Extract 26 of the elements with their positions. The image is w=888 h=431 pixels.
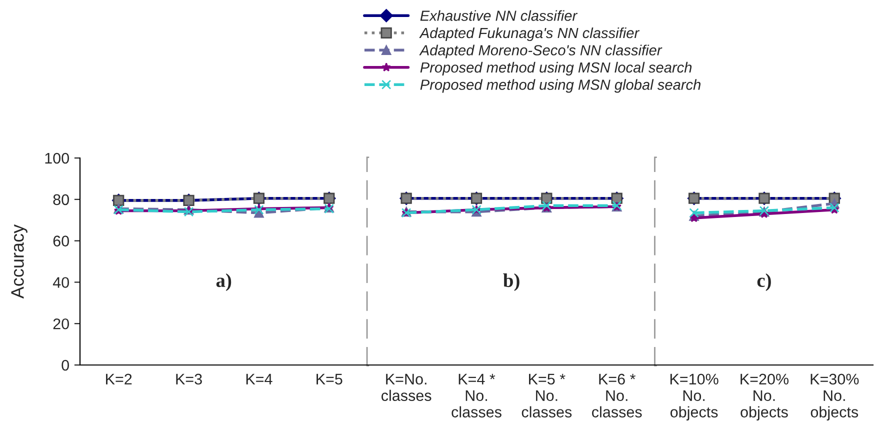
y-tick-label: 0: [62, 360, 69, 371]
y-tick-label: 100: [45, 152, 69, 164]
x-tick-label: K=5: [316, 374, 342, 385]
legend-label: Proposed method using MSN local search: [420, 62, 692, 76]
x-tick-label: K=4 * No. classes: [452, 374, 502, 418]
legend-label: Exhaustive NN classifier: [420, 10, 578, 21]
x-tick-label: K=10% No. objects: [670, 374, 718, 420]
x-tick-label: K=3: [176, 374, 202, 385]
legend-label: Adapted Moreno-Seco's NN classifier: [419, 44, 662, 58]
x-tick-label: K=No. classes: [382, 374, 432, 402]
x-tick-label: K=5 * No. classes: [522, 374, 572, 418]
y-axis-title: Accuracy: [11, 224, 28, 299]
legend-label: Adapted Fukunaga's NN classifier: [419, 27, 640, 42]
annotation: a): [216, 273, 232, 292]
x-tick-label: K=30% No. objects: [810, 374, 859, 420]
y-tick-label: 40: [52, 277, 69, 288]
x-tick-label: K=20% No. objects: [740, 374, 789, 420]
annotation: b): [503, 273, 520, 292]
x-tick-label: K=6 * No. classes: [592, 374, 642, 418]
y-tick-label: 20: [53, 318, 69, 330]
annotation: c): [757, 273, 771, 292]
y-tick-label: 80: [53, 194, 69, 206]
legend-label: Proposed method using MSN global search: [420, 79, 700, 93]
x-tick-label: K=4: [246, 374, 272, 384]
y-tick-label: 60: [53, 236, 69, 246]
x-tick-label: K=2: [106, 374, 132, 384]
